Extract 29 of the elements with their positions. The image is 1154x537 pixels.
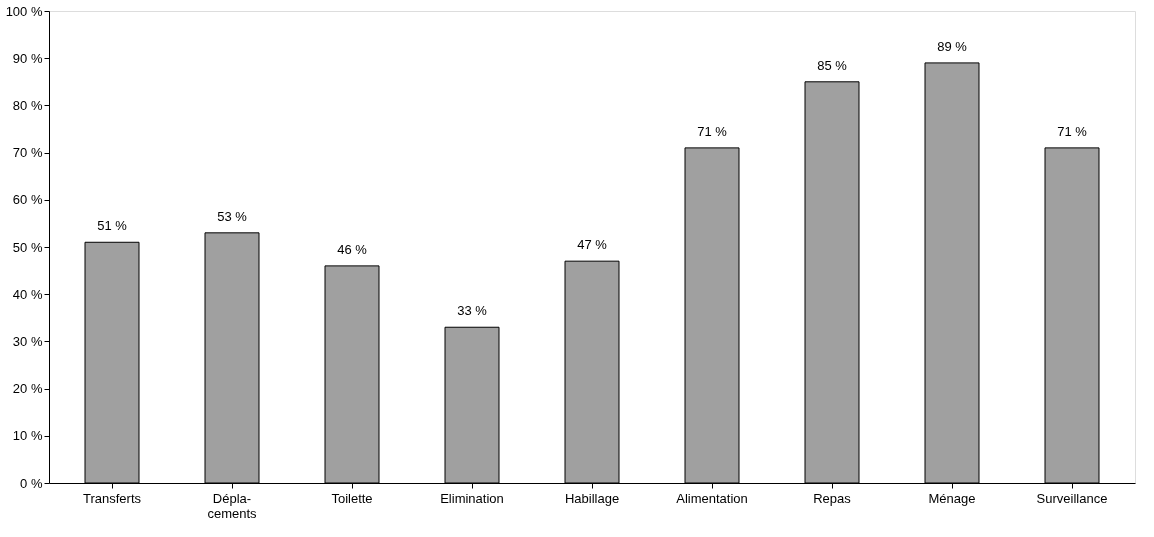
x-tick-label: Elimination	[440, 490, 504, 506]
y-tick-label: 50 %	[12, 239, 43, 255]
x-tick-label: Ménage	[928, 490, 976, 506]
data-label: 71 %	[1057, 123, 1088, 139]
data-label: 89 %	[937, 38, 968, 54]
data-label: 85 %	[817, 57, 848, 73]
y-tick-label: 90 %	[12, 50, 43, 66]
data-label: 47 %	[577, 237, 608, 253]
y-tick-label: 100 %	[5, 3, 43, 19]
data-label: 53 %	[217, 208, 248, 224]
y-tick-label: 30 %	[12, 333, 43, 349]
data-label: 46 %	[337, 241, 368, 257]
x-tick-label: Dépla- cements	[207, 490, 258, 521]
y-tick-label: 20 %	[12, 381, 43, 397]
x-tick-label: Surveillance	[1036, 490, 1108, 506]
y-tick-label: 80 %	[12, 97, 43, 113]
y-tick-label: 0 %	[20, 475, 43, 491]
y-tick-label: 60 %	[12, 192, 43, 208]
y-tick-label: 40 %	[12, 286, 43, 302]
x-tick-label: Habillage	[564, 490, 620, 506]
data-label: 51 %	[97, 218, 128, 234]
x-tick-label: Transferts	[82, 490, 142, 506]
x-tick-label: Repas	[813, 490, 852, 506]
data-label: 71 %	[697, 123, 728, 139]
y-tick-label: 10 %	[12, 428, 43, 444]
y-tick-label: 70 %	[12, 145, 43, 161]
x-tick-label: Alimentation	[676, 490, 748, 506]
x-tick-label: Toilette	[331, 490, 373, 506]
data-label: 33 %	[457, 303, 488, 319]
